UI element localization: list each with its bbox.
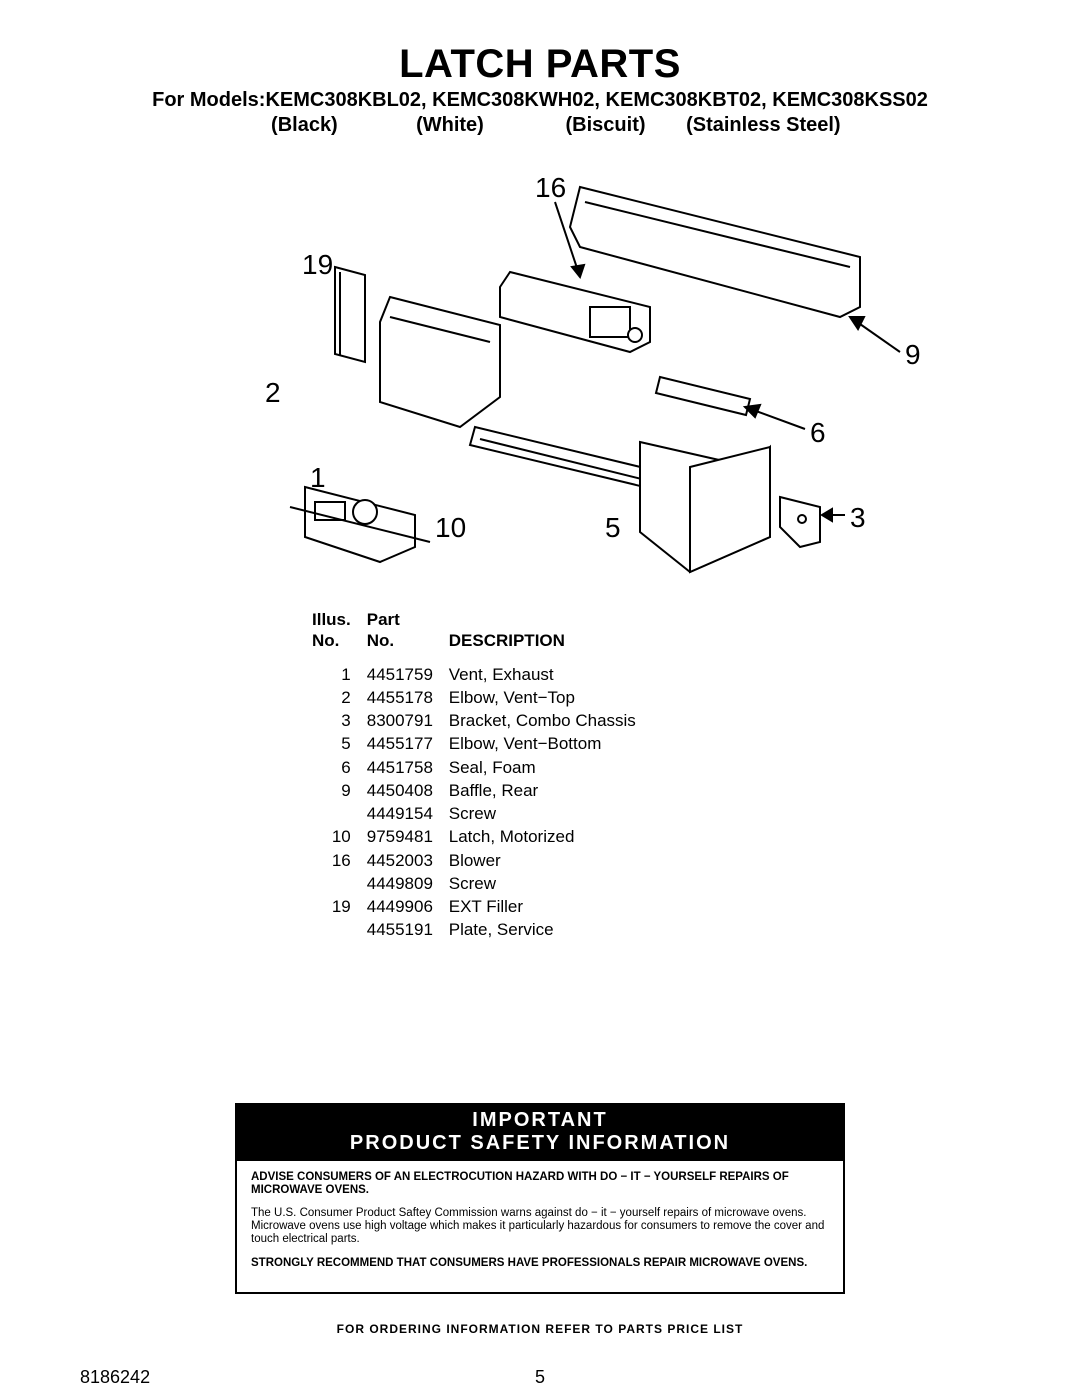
color-white: (White) <box>375 114 525 137</box>
callout-5: 5 <box>605 512 621 544</box>
callout-3: 3 <box>850 502 866 534</box>
colors-row: (Black) (White) (Biscuit) (Stainless Ste… <box>0 114 1080 137</box>
safety-box: IMPORTANT PRODUCT SAFETY INFORMATION ADV… <box>235 1103 845 1294</box>
table-row: 38300791Bracket, Combo Chassis <box>312 710 688 731</box>
safety-p3: STRONGLY RECOMMEND THAT CONSUMERS HAVE P… <box>251 1257 829 1270</box>
callout-1: 1 <box>310 462 326 494</box>
table-row: 94450408Baffle, Rear <box>312 780 688 801</box>
models-line: For Models:KEMC308KBL02, KEMC308KWH02, K… <box>0 89 1080 112</box>
table-row: 194449906EXT Filler <box>312 896 688 917</box>
safety-body: ADVISE CONSUMERS OF AN ELECTROCUTION HAZ… <box>237 1161 843 1292</box>
safety-heading: IMPORTANT PRODUCT SAFETY INFORMATION <box>237 1105 843 1161</box>
callout-19: 19 <box>302 249 333 281</box>
doc-number: 8186242 <box>80 1367 150 1388</box>
callout-6: 6 <box>810 417 826 449</box>
safety-p2: The U.S. Consumer Product Saftey Commiss… <box>251 1207 829 1247</box>
ordering-note: FOR ORDERING INFORMATION REFER TO PARTS … <box>0 1322 1080 1336</box>
callout-10: 10 <box>435 512 466 544</box>
callout-16: 16 <box>535 172 566 204</box>
color-stainless: (Stainless Steel) <box>686 114 841 137</box>
header-part: PartNo. <box>367 609 447 662</box>
header-desc: DESCRIPTION <box>449 609 688 662</box>
page-title: LATCH PARTS <box>0 42 1080 87</box>
table-row: 64451758Seal, Foam <box>312 757 688 778</box>
table-row: 109759481Latch, Motorized <box>312 826 688 847</box>
table-row: 4449154Screw <box>312 803 688 824</box>
table-row: 54455177Elbow, Vent−Bottom <box>312 733 688 754</box>
exploded-diagram: 16 19 9 2 6 1 3 10 5 <box>130 167 950 587</box>
safety-p1: ADVISE CONSUMERS OF AN ELECTROCUTION HAZ… <box>251 1171 829 1197</box>
header-illus: Illus.No. <box>312 609 365 662</box>
parts-table: Illus.No. PartNo. DESCRIPTION 14451759Ve… <box>310 607 690 943</box>
table-row: 14451759Vent, Exhaust <box>312 664 688 685</box>
page-number: 5 <box>535 1367 545 1388</box>
table-row: 4455191Plate, Service <box>312 919 688 940</box>
color-biscuit: (Biscuit) <box>531 114 681 137</box>
color-black: (Black) <box>239 114 369 137</box>
table-row: 164452003Blower <box>312 850 688 871</box>
table-row: 24455178Elbow, Vent−Top <box>312 687 688 708</box>
diagram-svg <box>130 167 950 587</box>
callout-9: 9 <box>905 339 921 371</box>
callout-2: 2 <box>265 377 281 409</box>
parts-tbody: 14451759Vent, Exhaust 24455178Elbow, Ven… <box>312 664 688 941</box>
table-row: 4449809Screw <box>312 873 688 894</box>
page-header: LATCH PARTS For Models:KEMC308KBL02, KEM… <box>0 0 1080 137</box>
